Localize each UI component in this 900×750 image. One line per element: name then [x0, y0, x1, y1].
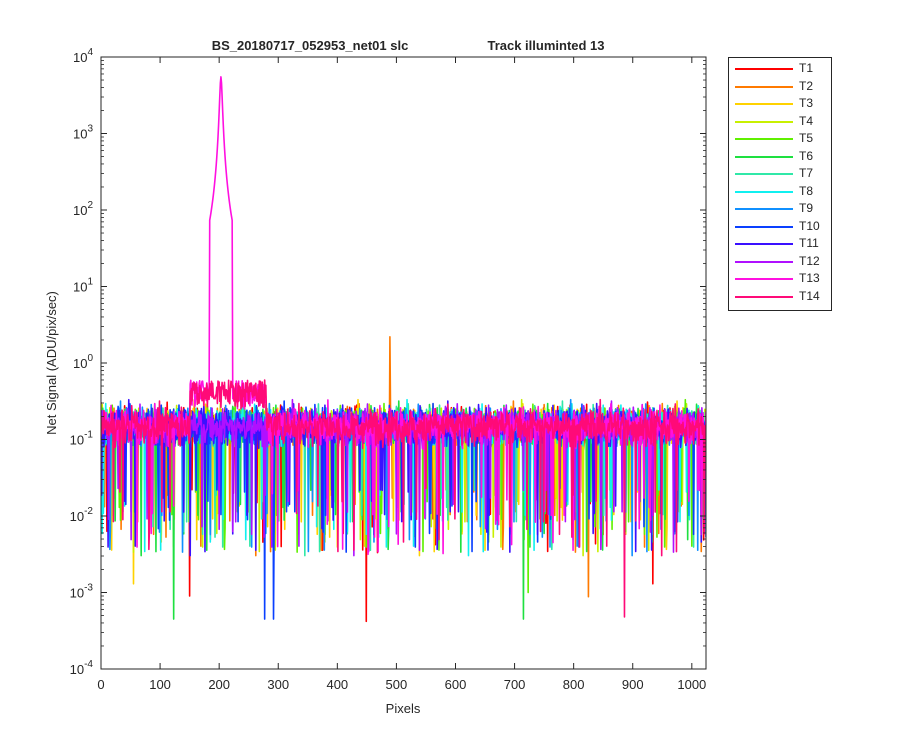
legend-label: T2 — [799, 78, 814, 93]
legend-entry-t5: T5 — [729, 130, 831, 148]
x-tick-label: 300 — [267, 677, 289, 692]
chart-title-left: BS_20180717_052953_net01 slc — [212, 38, 409, 53]
legend-swatch — [735, 243, 793, 245]
x-tick-label: 200 — [208, 677, 230, 692]
legend-swatch — [735, 295, 793, 298]
x-tick-label: 600 — [445, 677, 467, 692]
legend-swatch — [735, 208, 793, 210]
legend-entry-t1: T1 — [729, 60, 831, 78]
y-tick-label: 101 — [73, 277, 93, 295]
x-axis-label: Pixels — [386, 701, 421, 716]
legend-label: T8 — [799, 183, 814, 198]
legend-swatch — [735, 225, 793, 228]
legend-label: T10 — [799, 218, 820, 233]
legend-entry-t7: T7 — [729, 165, 831, 183]
y-tick-label: 100 — [73, 353, 93, 371]
chart-title-right: Track illuminted 13 — [487, 38, 604, 53]
legend-label: T3 — [799, 96, 814, 110]
series-line-t14 — [101, 379, 706, 618]
legend-label: T14 — [799, 288, 820, 303]
legend-entry-t14: T14 — [729, 288, 831, 306]
legend-swatch — [735, 173, 793, 175]
legend-label: T7 — [799, 166, 814, 180]
x-tick-label: 100 — [149, 677, 171, 692]
y-tick-label: 10-1 — [70, 430, 94, 448]
legend-label: T5 — [799, 131, 814, 145]
x-tick-label: 900 — [622, 677, 644, 692]
x-tick-label: 500 — [386, 677, 408, 692]
y-tick-label: 10-2 — [70, 506, 94, 524]
legend-label: T13 — [799, 271, 820, 285]
legend-entry-t11: T11 — [729, 235, 831, 253]
axes: 0 100 200 300 400 500 600 700 800 900 1000 10-4 10-3… — [70, 47, 707, 692]
legend-swatch — [735, 120, 793, 123]
legend-entry-t3: T3 — [729, 95, 831, 113]
legend-entry-t10: T10 — [729, 218, 831, 236]
legend-label: T12 — [799, 253, 820, 268]
legend-label: T6 — [799, 148, 814, 163]
x-tick-label: 1000 — [677, 677, 706, 692]
legend-swatch — [735, 68, 793, 70]
legend-entry-t12: T12 — [729, 253, 831, 271]
legend: T1 T2 T3 T4 T5 T6 T7 T8 T9 T10 T11 T12 T13 T14 — [728, 57, 832, 311]
legend-label: T4 — [799, 113, 814, 128]
x-tick-label: 0 — [97, 677, 104, 692]
legend-label: T11 — [799, 236, 819, 250]
legend-label: T1 — [799, 61, 814, 75]
y-tick-label: 10-3 — [70, 583, 94, 601]
legend-swatch — [735, 260, 793, 263]
legend-entry-t6: T6 — [729, 148, 831, 166]
legend-swatch — [735, 138, 793, 140]
legend-entry-t13: T13 — [729, 270, 831, 288]
plot-area — [101, 76, 706, 623]
y-axis-label: Net Signal (ADU/pix/sec) — [44, 291, 59, 435]
legend-swatch — [735, 155, 793, 158]
y-tick-label: 10-4 — [70, 659, 94, 677]
legend-swatch — [735, 190, 793, 193]
y-tick-label: 104 — [73, 47, 93, 65]
legend-label: T9 — [799, 201, 814, 215]
legend-entry-t8: T8 — [729, 183, 831, 201]
x-tick-label: 700 — [504, 677, 526, 692]
y-tick-label: 102 — [73, 200, 93, 218]
y-tick-label: 103 — [73, 124, 93, 142]
legend-entry-t4: T4 — [729, 113, 831, 131]
legend-swatch — [735, 85, 793, 88]
axes-frame — [100, 56, 707, 670]
legend-swatch — [735, 278, 793, 280]
x-tick-label: 800 — [563, 677, 585, 692]
legend-entry-t2: T2 — [729, 78, 831, 96]
legend-entry-t9: T9 — [729, 200, 831, 218]
legend-swatch — [735, 103, 793, 105]
x-tick-label: 400 — [326, 677, 348, 692]
